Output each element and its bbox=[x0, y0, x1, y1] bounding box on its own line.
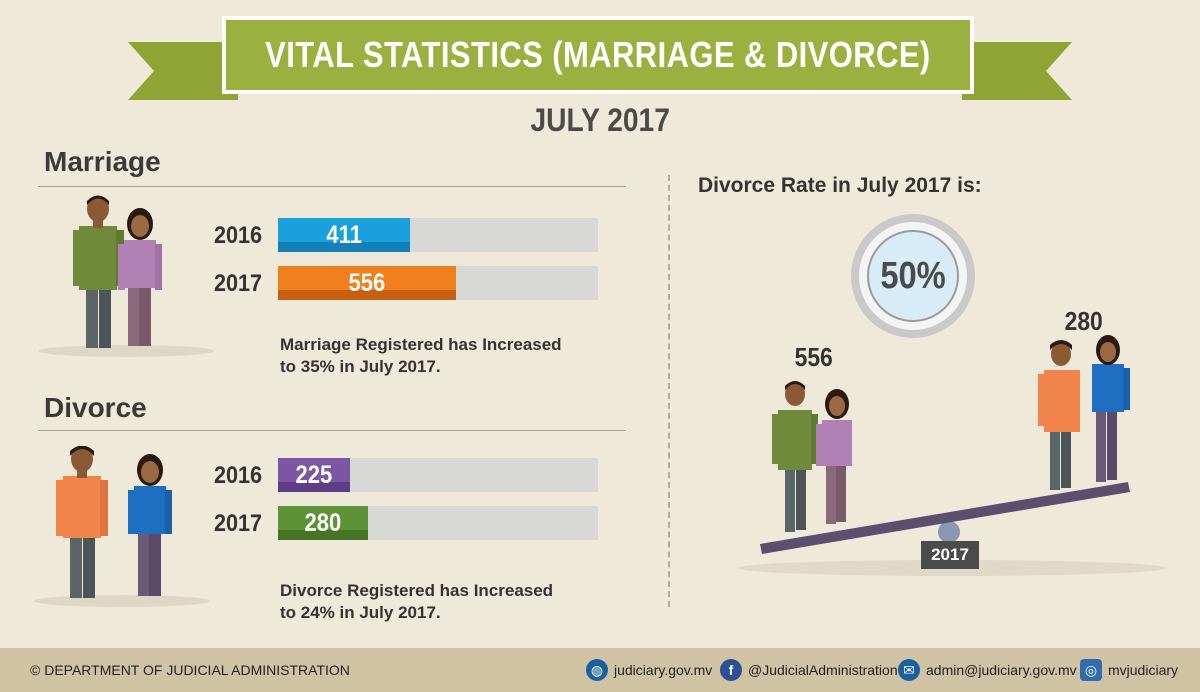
seesaw-illustration bbox=[738, 335, 1166, 576]
period-subtitle: JULY 2017 bbox=[530, 102, 670, 138]
marriage-heading: Marriage bbox=[44, 146, 161, 177]
mail-icon: ✉ bbox=[898, 659, 920, 681]
divorce-2017-track: 280 bbox=[278, 506, 598, 540]
divorce-rate-label: Divorce Rate in July 2017 is: bbox=[698, 174, 982, 197]
marriage-2016-bar: 411 bbox=[278, 218, 410, 252]
divorce-2016-track: 225 bbox=[278, 458, 598, 492]
divorce-2016-label: 2016 bbox=[214, 462, 263, 489]
marriage-2016-label: 2016 bbox=[214, 222, 263, 249]
facebook-icon: f bbox=[720, 659, 742, 681]
instagram-icon: ◎ bbox=[1080, 659, 1102, 681]
divorce-2017-label: 2017 bbox=[214, 510, 263, 537]
separated-couple-illustration bbox=[34, 446, 210, 607]
divorce-2016-value: 225 bbox=[295, 460, 333, 489]
ribbon-left-end bbox=[128, 42, 238, 100]
divorce-heading: Divorce bbox=[44, 392, 147, 423]
facebook-link[interactable]: f @JudicialAdministration bbox=[720, 659, 898, 681]
marriage-2017-bar: 556 bbox=[278, 266, 456, 300]
marriage-2017-track: 556 bbox=[278, 266, 598, 300]
page-title: VITAL STATISTICS (MARRIAGE & DIVORCE) bbox=[265, 34, 931, 75]
couple-illustration bbox=[38, 195, 214, 357]
marriage-2017-label: 2017 bbox=[214, 270, 263, 297]
seesaw-divorce-value: 280 bbox=[1064, 306, 1103, 336]
seesaw-marriage-value: 556 bbox=[794, 342, 833, 372]
copyright-text: © DEPARTMENT OF JUDICIAL ADMINISTRATION bbox=[30, 662, 350, 678]
marriage-rule bbox=[38, 186, 626, 187]
divorce-2016-bar: 225 bbox=[278, 458, 350, 492]
section-divider bbox=[668, 175, 670, 607]
divorce-2017-value: 280 bbox=[304, 508, 342, 537]
divorce-rate-badge: 50% bbox=[851, 214, 975, 338]
divorce-rate-value: 50% bbox=[867, 230, 959, 322]
marriage-2016-track: 411 bbox=[278, 218, 598, 252]
email-link[interactable]: ✉ admin@judiciary.gov.mv bbox=[898, 659, 1077, 681]
divorce-note: Divorce Registered has Increased to 24% … bbox=[280, 581, 554, 622]
marriage-note: Marriage Registered has Increased to 35%… bbox=[280, 335, 562, 376]
marriage-2016-value: 411 bbox=[326, 220, 362, 249]
title-banner: VITAL STATISTICS (MARRIAGE & DIVORCE) bbox=[222, 16, 974, 94]
footer: © DEPARTMENT OF JUDICIAL ADMINISTRATION … bbox=[0, 648, 1200, 692]
website-link[interactable]: ◍ judiciary.gov.mv bbox=[586, 659, 712, 681]
divorce-rule bbox=[38, 430, 626, 431]
instagram-link[interactable]: ◎ mvjudiciary bbox=[1080, 659, 1178, 681]
seesaw-year-tag: 2017 bbox=[921, 541, 979, 569]
marriage-2017-value: 556 bbox=[348, 268, 386, 297]
globe-icon: ◍ bbox=[586, 659, 608, 681]
divorce-2017-bar: 280 bbox=[278, 506, 368, 540]
ribbon-right-end bbox=[962, 42, 1072, 100]
